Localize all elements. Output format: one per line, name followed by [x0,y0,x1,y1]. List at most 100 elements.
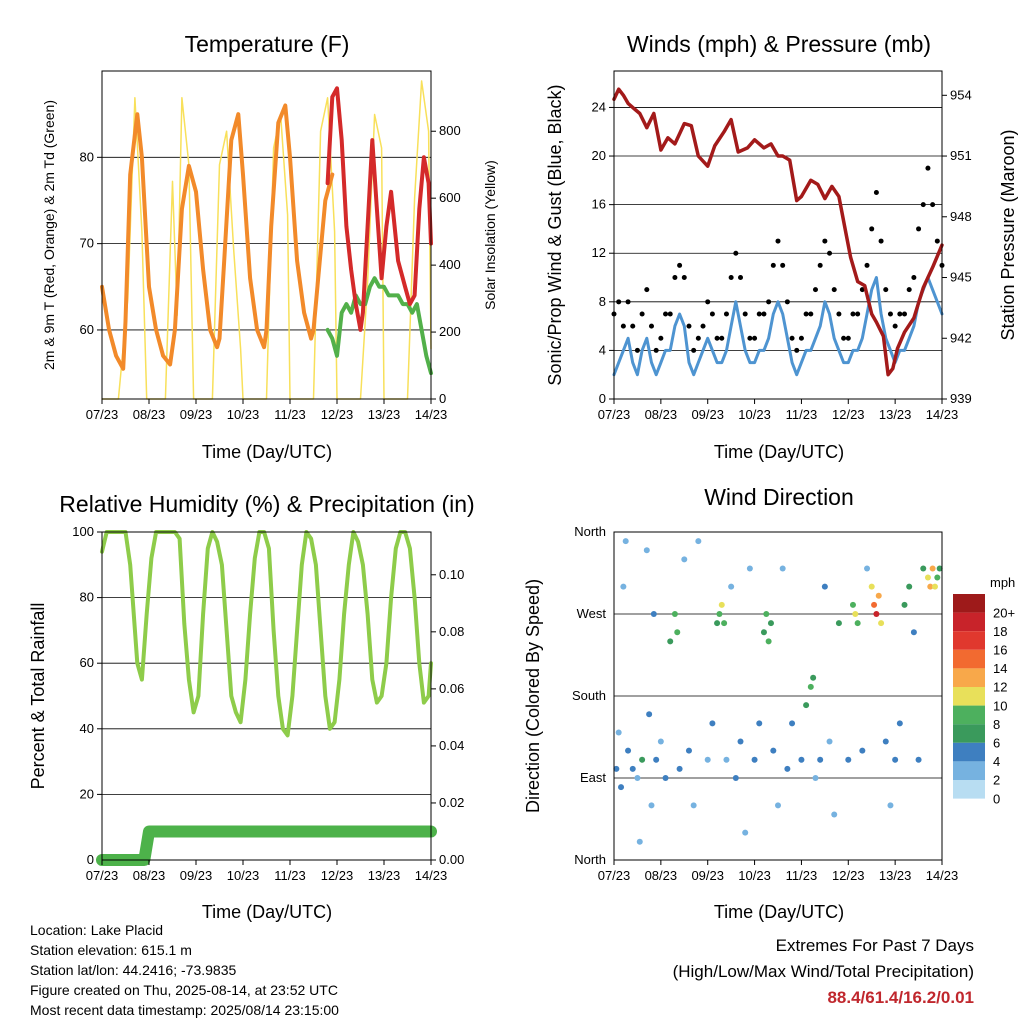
direction-point [910,629,917,636]
extremes-heading: Extremes For Past 7 Days [775,936,974,955]
temperature-panel: Temperature (F) 2m & 9m T (Red, Orange) … [41,31,498,462]
gust-point [770,262,776,268]
gust-point [728,275,734,281]
winds-x-tick-label: 09/23 [691,407,724,422]
gust-point [892,323,898,329]
direction-point [849,601,856,608]
direction-point [690,802,697,809]
direction-point [936,565,943,572]
colorbar-tick-label: 4 [993,754,1000,769]
gust-point [845,335,851,341]
winds-x-axis-label: Time (Day/UTC) [714,442,844,462]
direction-point [901,601,908,608]
direction-point [784,765,791,772]
dewpoint-series-line [325,276,433,376]
direction-y-tick-label: East [580,770,606,785]
direction-point [760,629,767,636]
direction-point [920,565,927,572]
winds-x-tick-label: 07/23 [598,407,631,422]
winds-right-y-tick-label: 951 [950,148,972,163]
winds-right-y-tick-label: 945 [950,270,972,285]
colorbar-swatch [953,780,985,799]
direction-point [873,611,880,617]
gust-point [723,311,729,317]
humidity-x-tick-label: 13/23 [368,868,401,883]
rain-series-line [96,825,437,866]
direction-point [807,683,814,690]
direction-point [775,802,781,809]
gust-point [738,275,744,281]
colorbar-tick-label: 16 [993,643,1007,658]
colorbar-label: mph [990,575,1015,590]
direction-point [864,565,871,572]
winds-x-tick-label: 10/23 [738,407,771,422]
gust-point [878,238,884,244]
direction-point [924,574,931,581]
gust-point [906,287,912,293]
direction-point [671,611,678,617]
direction-point [765,638,772,645]
gust-point [869,226,875,232]
winds-x-tick-label: 12/23 [832,407,865,422]
direction-point [934,574,941,581]
direction-point [817,756,824,763]
direction-point [831,811,838,818]
colorbar-tick-label: 8 [993,717,1000,732]
humidity-y-tick-label: 100 [72,524,94,539]
gust-point [789,335,795,341]
direction-title: Wind Direction [704,484,854,510]
temperature-x-tick-label: 07/23 [86,407,119,422]
gust-point [841,335,847,341]
gust-point [911,275,917,281]
colorbar-tick-label: 0 [993,791,1000,806]
humidity-right-y-tick-label: 0.02 [439,795,464,810]
direction-point [746,565,753,572]
winds-right-y-tick-label: 948 [950,209,972,224]
humidity-x-tick-label: 12/23 [321,868,354,883]
direction-x-tick-label: 10/23 [738,868,771,883]
direction-y-tick-label: South [572,688,606,703]
gust-point [794,347,800,353]
humidity-panel: Relative Humidity (%) & Precipitation (i… [28,491,475,922]
direction-point [676,765,683,772]
direction-point [648,802,655,809]
temperature-title: Temperature (F) [185,31,350,57]
direction-y-tick-label: North [574,852,606,867]
direction-point [868,583,875,590]
extremes-subheading: (High/Low/Max Wind/Total Precipitation) [672,962,974,981]
direction-point [681,556,688,563]
winds-right-axis-label: Station Pressure (Maroon) [998,129,1018,340]
direction-point [618,784,625,791]
direction-point [716,611,723,617]
direction-point [826,738,833,745]
direction-x-tick-label: 14/23 [926,868,959,883]
gust-point [864,262,870,268]
direction-point [667,638,674,645]
humidity-x-tick-label: 10/23 [227,868,260,883]
wind-series-line [612,276,944,377]
colorbar-tick-label: 10 [993,698,1007,713]
direction-point [704,756,711,763]
direction-point [929,565,936,572]
humidity-left-axis-label: Percent & Total Rainfall [28,603,48,790]
direction-point [878,620,885,627]
humidity-x-tick-label: 11/23 [274,868,306,883]
gust-point [812,287,818,293]
temperature-x-tick-label: 13/23 [368,407,401,422]
gust-point [630,323,636,329]
direction-point [852,611,859,617]
direction-point [636,838,643,845]
colorbar-tick-label: 2 [993,773,1000,788]
temperature-x-tick-label: 14/23 [415,407,448,422]
gust-point [784,299,790,305]
colorbar-swatch [953,612,985,632]
direction-point [629,765,636,772]
info-created: Figure created on Thu, 2025-08-14, at 23… [30,982,338,998]
info-recent: Most recent data timestamp: 2025/08/14 2… [30,1002,339,1018]
winds-x-tick-label: 13/23 [879,407,912,422]
direction-point [770,747,777,754]
gust-point [686,323,692,329]
temperature-y-tick-label: 70 [80,236,94,251]
temperature-x-tick-label: 11/23 [274,407,306,422]
